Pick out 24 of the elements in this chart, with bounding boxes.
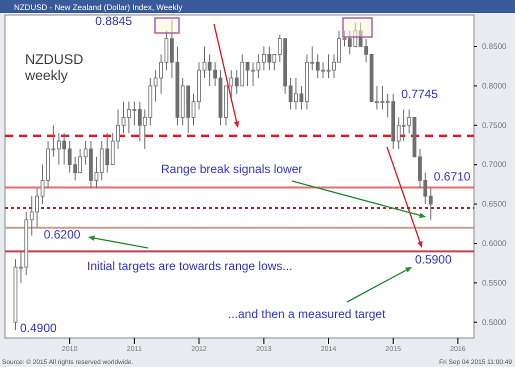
annotation: 0.7745 (401, 86, 438, 101)
y-tick-label: 0.7000 (482, 160, 508, 170)
chart-title: NZDUSD - New Zealand (Dollar) Index, Weekly (14, 3, 182, 12)
annotation: weekly (24, 67, 68, 83)
annotation: 0.8845 (95, 14, 132, 28)
candlestick (105, 132, 110, 174)
annotation: 0.4900 (20, 321, 58, 335)
candlestick (234, 70, 239, 94)
annotation: Range break signals lower (161, 162, 302, 176)
annotation: NZDUSD (25, 51, 84, 67)
annotation: 0.6710 (434, 170, 471, 184)
y-tick-label: 0.8500 (482, 42, 508, 52)
candlestick (428, 188, 433, 220)
y-tick-label: 0.6500 (482, 200, 508, 209)
y-tick-label: 0.5500 (482, 278, 508, 288)
annotation: 0.5900 (414, 252, 452, 266)
annotation: 0.6200 (44, 228, 81, 242)
annotation: ...and then a measured target (228, 307, 386, 321)
candlestick (68, 140, 72, 174)
annotation: Initial targets are towards range lows... (87, 259, 292, 273)
y-tick-label: 0.8000 (482, 81, 508, 90)
y-tick-label: 0.5000 (482, 318, 508, 327)
y-tick-label: 0.6000 (482, 239, 508, 248)
y-tick-label: 0.7500 (482, 120, 508, 130)
